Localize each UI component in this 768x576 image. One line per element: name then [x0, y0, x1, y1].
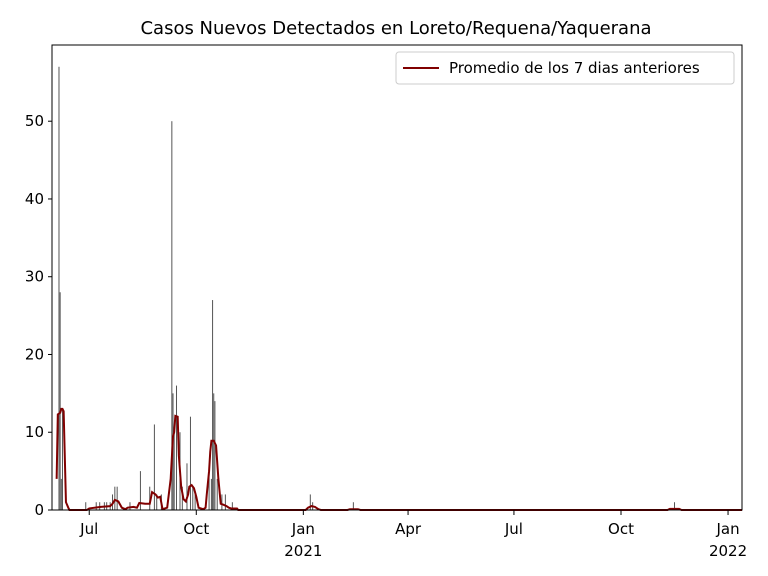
- bar: [114, 486, 116, 510]
- bar: [95, 502, 97, 510]
- bar: [216, 478, 218, 510]
- x-tick-label: Jan: [715, 520, 739, 538]
- x-tick-label: Oct: [608, 520, 634, 538]
- chart-title: Casos Nuevos Detectados en Loreto/Requen…: [140, 18, 651, 39]
- bar: [156, 494, 158, 510]
- bar: [60, 478, 62, 510]
- bar: [176, 385, 178, 510]
- bar: [194, 494, 196, 510]
- bar: [674, 502, 676, 510]
- y-tick-label: 10: [25, 423, 44, 441]
- bar: [231, 502, 233, 510]
- y-tick-label: 30: [25, 268, 44, 286]
- bar: [153, 424, 155, 510]
- bar: [213, 393, 215, 510]
- bar: [129, 502, 131, 510]
- bar: [210, 478, 212, 510]
- bar: [212, 300, 214, 510]
- legend-label: Promedio de los 7 dias anteriores: [449, 59, 700, 77]
- bar: [171, 121, 173, 510]
- bar: [58, 66, 60, 510]
- y-tick-label: 50: [25, 112, 44, 130]
- plot-frame: [51, 44, 743, 511]
- bar: [116, 486, 118, 510]
- legend-box: [395, 51, 735, 85]
- x-tick-label: Apr: [395, 520, 422, 538]
- y-tick-label: 20: [25, 345, 44, 363]
- bar: [59, 292, 61, 510]
- x-tick-label: Jan: [291, 520, 315, 538]
- bar: [221, 494, 223, 510]
- x-tick-label: Oct: [183, 520, 209, 538]
- bar: [214, 401, 216, 510]
- x-tick-label: Jul: [79, 520, 98, 538]
- bar: [192, 486, 194, 510]
- x-year-label: 2022: [709, 542, 747, 560]
- bar: [186, 463, 188, 510]
- x-year-label: 2021: [284, 542, 322, 560]
- bar: [85, 502, 87, 510]
- bar: [189, 416, 191, 510]
- bar: [173, 432, 175, 510]
- x-tick-label: Jul: [504, 520, 523, 538]
- bar: [61, 408, 63, 510]
- bar: [208, 471, 210, 510]
- bar: [149, 486, 151, 510]
- y-tick-label: 0: [34, 501, 44, 519]
- bar: [224, 494, 226, 510]
- bar: [139, 471, 141, 510]
- bar: [352, 502, 354, 510]
- y-tick-label: 40: [25, 190, 44, 208]
- line: [55, 407, 742, 511]
- bar: [309, 494, 311, 510]
